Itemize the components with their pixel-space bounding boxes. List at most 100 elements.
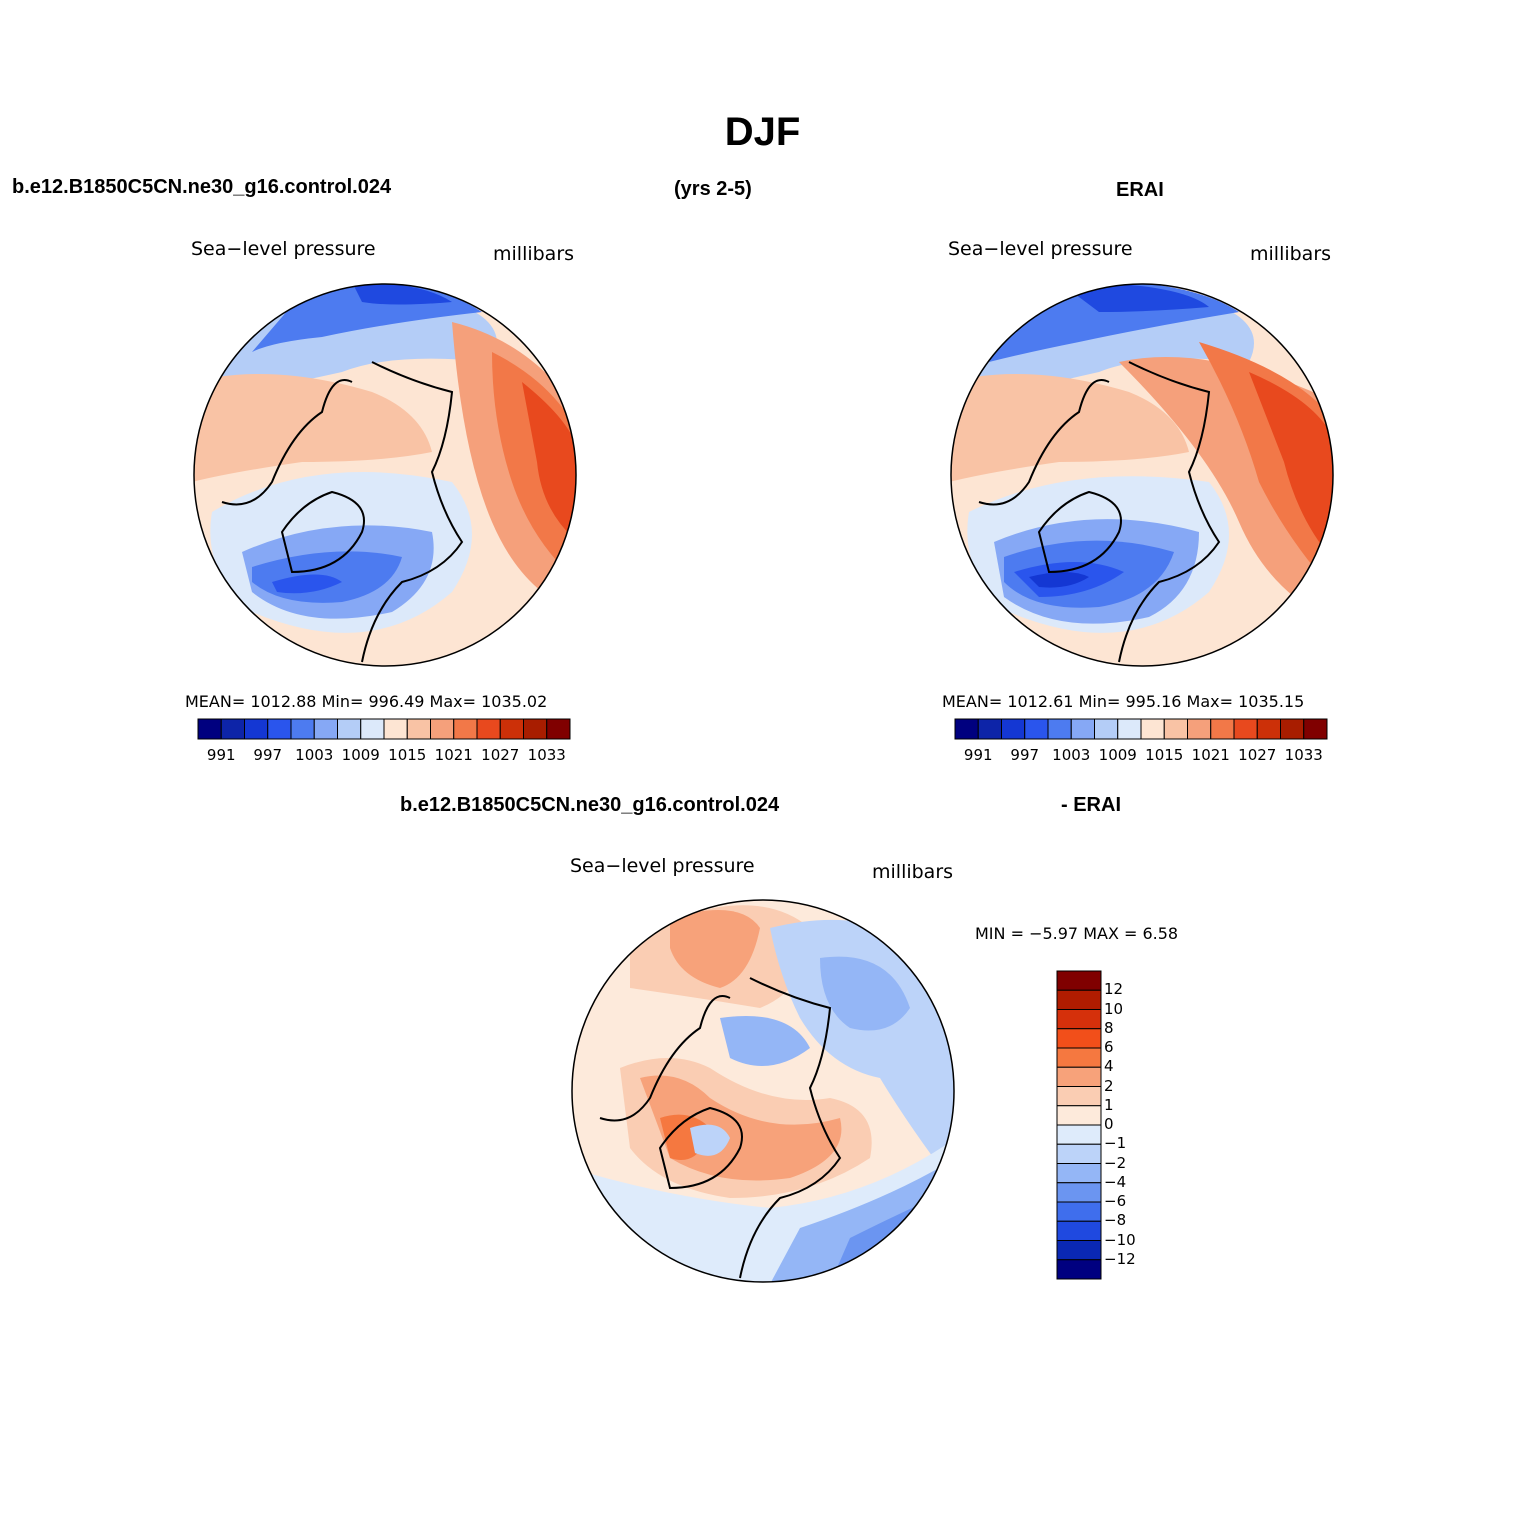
colorbar-tick-label: −10 bbox=[1104, 1230, 1136, 1249]
colorbar-swatch bbox=[476, 718, 501, 740]
colorbar-tick-label: 991 bbox=[206, 746, 236, 764]
colorbar-swatch bbox=[1187, 718, 1212, 740]
colorbar-tick-label: 2 bbox=[1104, 1076, 1114, 1095]
colorbar-tick-label: 1003 bbox=[1052, 746, 1091, 764]
colorbar-swatch bbox=[499, 718, 524, 740]
colorbar-tick-label: 1033 bbox=[527, 746, 566, 764]
years-label: (yrs 2-5) bbox=[674, 178, 752, 200]
colorbar-swatch bbox=[1303, 718, 1328, 740]
colorbar-swatch bbox=[1001, 718, 1026, 740]
colorbar-swatch bbox=[290, 718, 315, 740]
colorbar-swatch bbox=[1047, 718, 1072, 740]
erai-slp-polar-map bbox=[950, 283, 1334, 667]
colorbar-swatch bbox=[1056, 1086, 1102, 1107]
panel2-variable-label: Sea−level pressure bbox=[948, 238, 1133, 260]
colorbar-swatch bbox=[1056, 1124, 1102, 1145]
colorbar-swatch bbox=[1056, 1066, 1102, 1087]
colorbar-swatch bbox=[1070, 718, 1095, 740]
colorbar-swatch bbox=[1056, 1163, 1102, 1184]
colorbar-swatch bbox=[1056, 1259, 1102, 1280]
colorbar-swatch bbox=[383, 718, 408, 740]
difference-slp-polar-map bbox=[571, 899, 955, 1283]
colorbar-tick-label: 991 bbox=[963, 746, 993, 764]
diff-units-label: millibars bbox=[872, 861, 954, 883]
colorbar-swatch bbox=[1056, 1182, 1102, 1203]
colorbar-swatch bbox=[1056, 1240, 1102, 1261]
colorbar-swatch bbox=[1256, 718, 1281, 740]
colorbar-swatch bbox=[1056, 1201, 1102, 1222]
colorbar-tick-label: 997 bbox=[1010, 746, 1040, 764]
colorbar-tick-label: −4 bbox=[1104, 1172, 1127, 1191]
panel1-colorbar bbox=[197, 718, 571, 740]
colorbar-swatch bbox=[1280, 718, 1305, 740]
diff-stats-label: MIN = −5.97 MAX = 6.58 bbox=[975, 924, 1179, 943]
colorbar-tick-label: 997 bbox=[253, 746, 283, 764]
panel1-units-label: millibars bbox=[493, 243, 575, 265]
panel1-variable-label: Sea−level pressure bbox=[191, 238, 376, 260]
colorbar-swatch bbox=[1094, 718, 1119, 740]
colorbar-tick-label: 4 bbox=[1104, 1057, 1114, 1076]
colorbar-swatch bbox=[977, 718, 1002, 740]
colorbar-swatch bbox=[244, 718, 269, 740]
figure-title: DJF bbox=[724, 110, 801, 154]
colorbar-swatch bbox=[453, 718, 478, 740]
panel2-units-label: millibars bbox=[1250, 243, 1332, 265]
panel2-stats-label: MEAN= 1012.61 Min= 995.16 Max= 1035.15 bbox=[942, 692, 1305, 711]
colorbar-swatch bbox=[337, 718, 362, 740]
colorbar-tick-label: 0 bbox=[1104, 1115, 1114, 1133]
colorbar-tick-label: 1015 bbox=[388, 746, 427, 764]
model-slp-polar-map bbox=[193, 283, 577, 667]
panel1-stats-label: MEAN= 1012.88 Min= 996.49 Max= 1035.02 bbox=[185, 692, 548, 711]
colorbar-swatch bbox=[267, 718, 292, 740]
colorbar-swatch bbox=[1056, 1220, 1102, 1241]
panel1-colorbar-ticks: 991 997 1003 1009 1015 1021 1027 1033 bbox=[198, 746, 570, 766]
colorbar-swatch bbox=[430, 718, 455, 740]
colorbar-swatch bbox=[1056, 1047, 1102, 1068]
case-name-label: b.e12.B1850C5CN.ne30_g16.control.024 bbox=[12, 176, 392, 198]
colorbar-swatch bbox=[954, 718, 979, 740]
colorbar-tick-label: 1027 bbox=[481, 746, 520, 764]
diff-colorbar-ticks: 12 10 8 6 4 2 1 0 −1 −2 −4 −6 −8 −10 −12 bbox=[1104, 971, 1164, 1280]
colorbar-tick-label: 1027 bbox=[1238, 746, 1277, 764]
diff-obs-name-label: - ERAI bbox=[1061, 794, 1121, 816]
colorbar-tick-label: 1 bbox=[1104, 1095, 1114, 1114]
colorbar-swatch bbox=[220, 718, 245, 740]
diff-variable-label: Sea−level pressure bbox=[570, 855, 755, 877]
obs-name-label: ERAI bbox=[1116, 179, 1164, 201]
colorbar-swatch bbox=[1140, 718, 1165, 740]
colorbar-tick-label: −6 bbox=[1104, 1192, 1127, 1210]
colorbar-swatch bbox=[1163, 718, 1188, 740]
colorbar-swatch bbox=[523, 718, 548, 740]
colorbar-tick-label: −1 bbox=[1104, 1134, 1127, 1153]
colorbar-tick-label: −8 bbox=[1104, 1211, 1127, 1230]
colorbar-tick-label: 1009 bbox=[341, 746, 380, 764]
colorbar-tick-label: 6 bbox=[1104, 1038, 1114, 1056]
colorbar-tick-label: −12 bbox=[1104, 1249, 1136, 1268]
colorbar-tick-label: 10 bbox=[1104, 999, 1124, 1018]
colorbar-tick-label: 1033 bbox=[1284, 746, 1323, 764]
colorbar-tick-label: 8 bbox=[1104, 1018, 1114, 1037]
colorbar-swatch bbox=[1056, 1143, 1102, 1164]
colorbar-swatch bbox=[1056, 989, 1102, 1010]
colorbar-swatch bbox=[1024, 718, 1049, 740]
colorbar-tick-label: 1021 bbox=[434, 746, 473, 764]
colorbar-tick-label: 1003 bbox=[295, 746, 334, 764]
colorbar-swatch bbox=[1056, 1028, 1102, 1049]
diff-colorbar bbox=[1056, 970, 1102, 1280]
colorbar-tick-label: −2 bbox=[1104, 1153, 1127, 1172]
colorbar-swatch bbox=[1210, 718, 1235, 740]
colorbar-tick-label: 1015 bbox=[1145, 746, 1184, 764]
colorbar-swatch bbox=[197, 718, 222, 740]
colorbar-tick-label: 1021 bbox=[1191, 746, 1230, 764]
colorbar-swatch bbox=[360, 718, 385, 740]
colorbar-swatch bbox=[1117, 718, 1142, 740]
panel2-colorbar bbox=[954, 718, 1328, 740]
panel2-colorbar-ticks: 991 997 1003 1009 1015 1021 1027 1033 bbox=[955, 746, 1327, 766]
diff-case-name-label: b.e12.B1850C5CN.ne30_g16.control.024 bbox=[400, 794, 780, 816]
colorbar-swatch bbox=[546, 718, 571, 740]
colorbar-swatch bbox=[313, 718, 338, 740]
colorbar-swatch bbox=[406, 718, 431, 740]
colorbar-swatch bbox=[1056, 1009, 1102, 1030]
colorbar-swatch bbox=[1056, 970, 1102, 991]
colorbar-swatch bbox=[1056, 1105, 1102, 1126]
